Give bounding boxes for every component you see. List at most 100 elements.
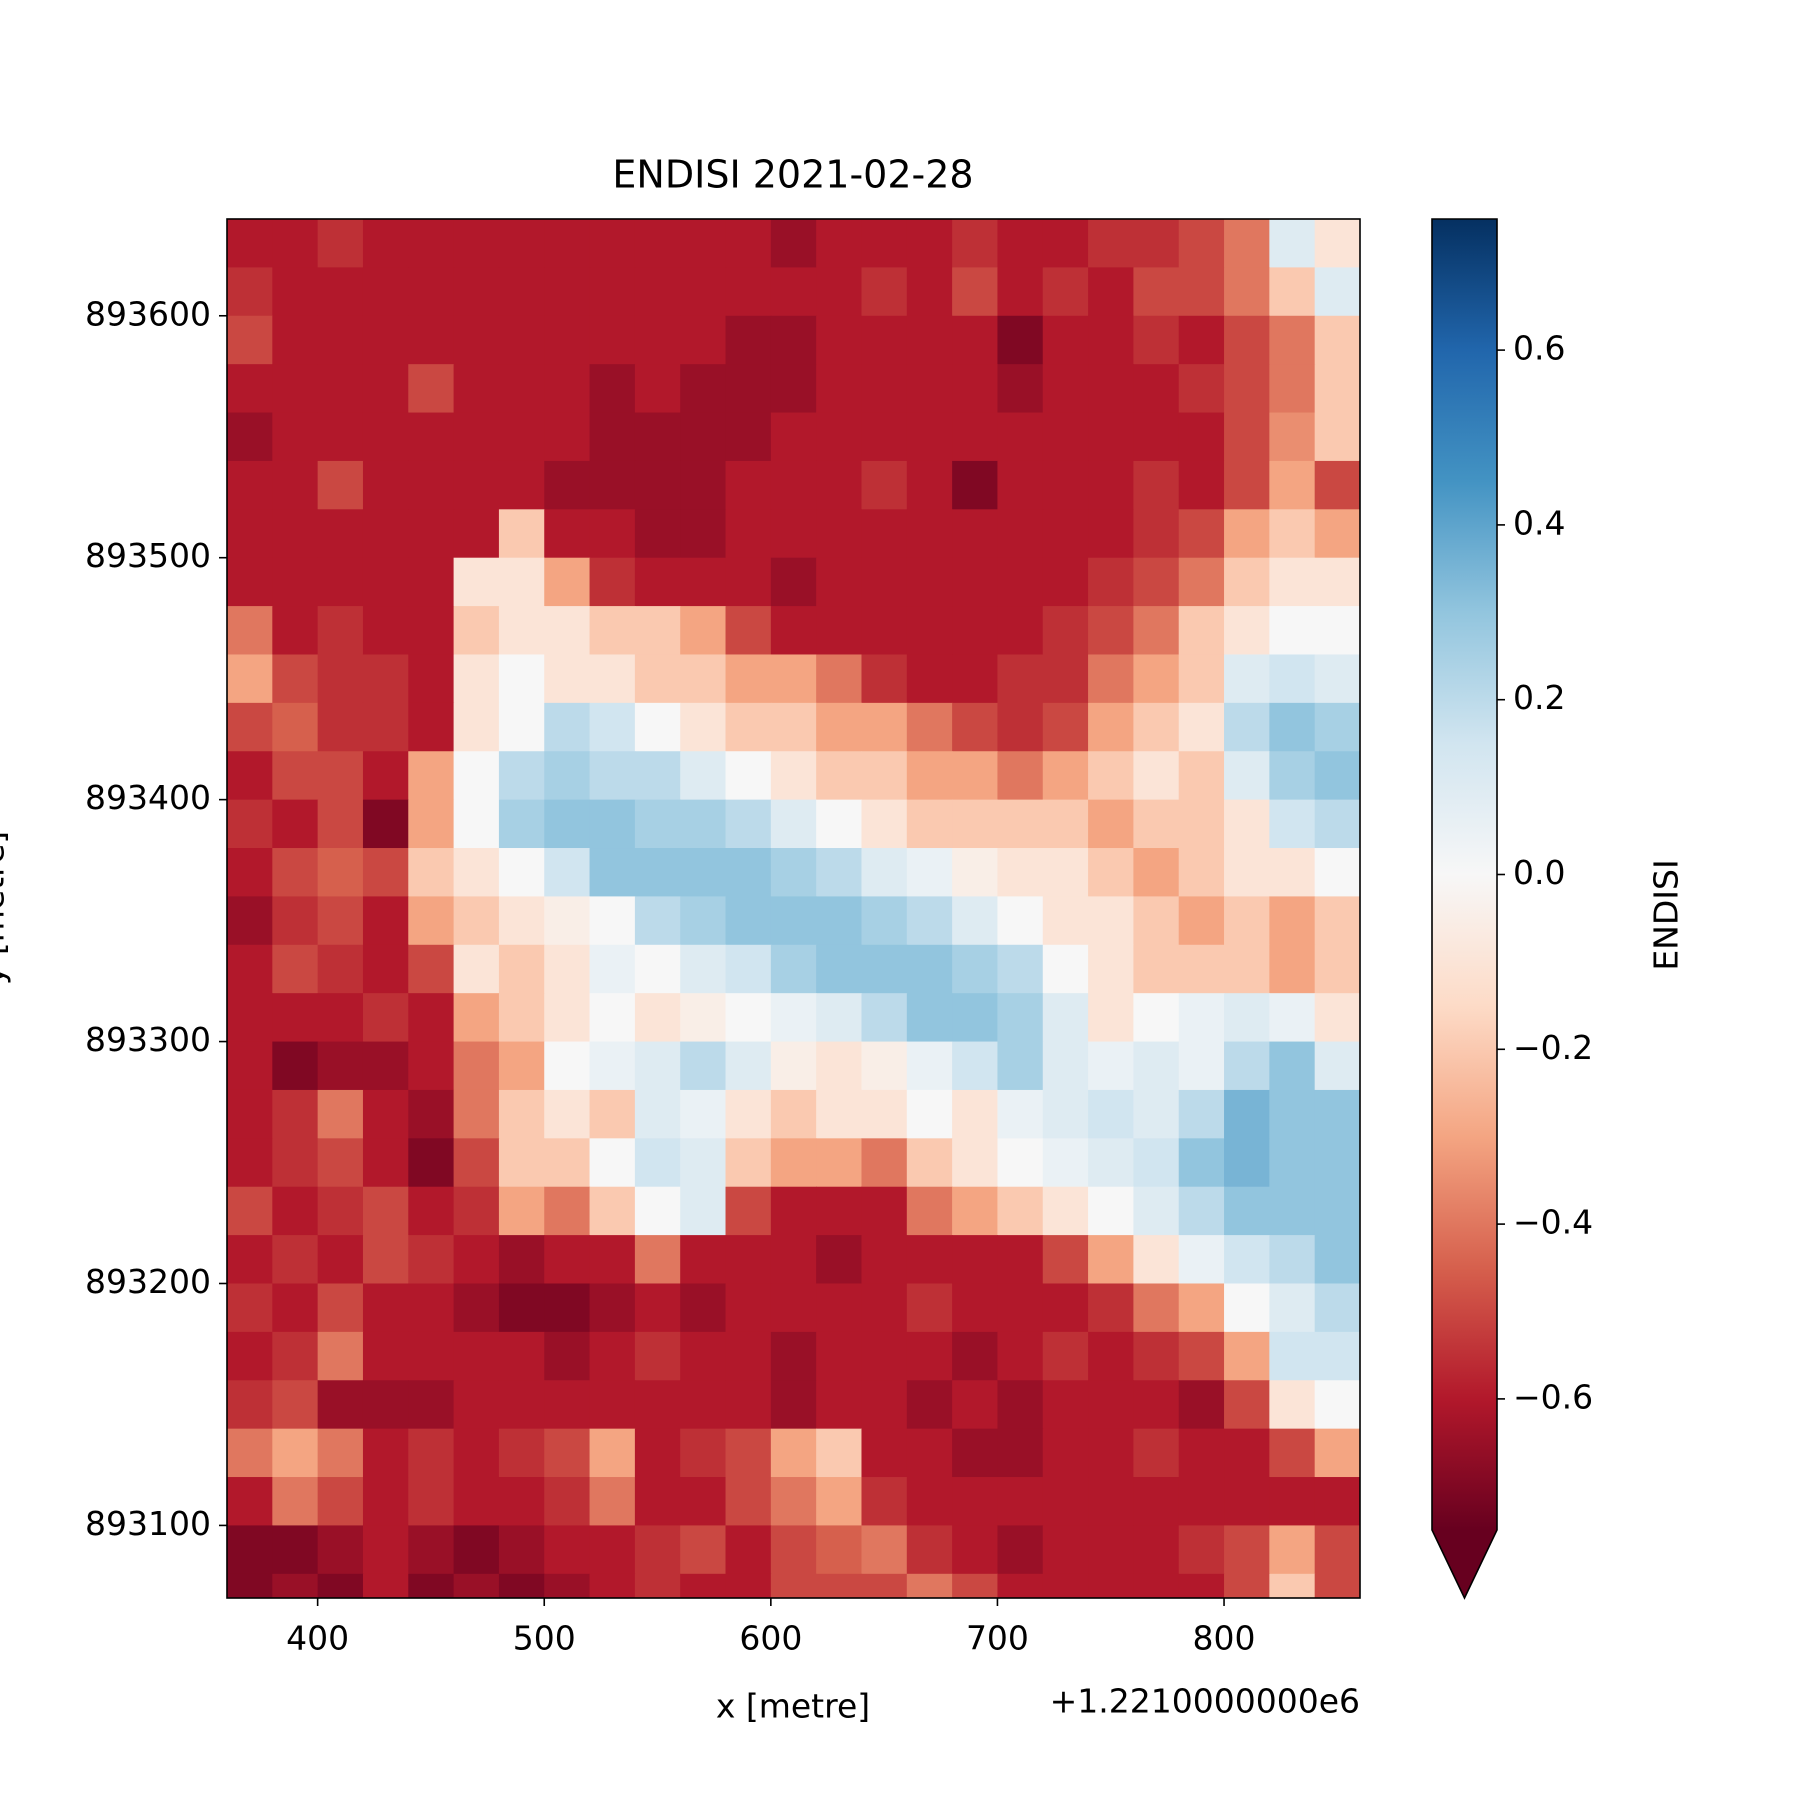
heatmap-cell <box>952 1525 999 1575</box>
heatmap-cell <box>498 1283 545 1333</box>
heatmap-cell <box>544 944 591 994</box>
heatmap-cell <box>634 219 681 268</box>
heatmap-cell <box>770 1573 817 1598</box>
heatmap-cell <box>498 1573 545 1598</box>
heatmap-cell <box>997 1186 1044 1236</box>
heatmap-cell <box>272 1428 319 1478</box>
heatmap-cell <box>498 1331 545 1381</box>
heatmap-cell <box>1088 751 1134 801</box>
heatmap-cell <box>227 1331 273 1381</box>
colorbar-tick-label: 0.6 <box>1513 329 1565 368</box>
heatmap-cell <box>634 896 681 946</box>
plot-frame <box>226 218 1361 1599</box>
heatmap-cell <box>1042 364 1089 414</box>
heatmap-cell <box>1088 1331 1134 1381</box>
heatmap-cell <box>634 557 681 607</box>
heatmap-cell <box>544 412 591 462</box>
heatmap-cell <box>1314 702 1360 752</box>
heatmap-cell <box>952 1428 999 1478</box>
heatmap-cell <box>816 1525 863 1575</box>
heatmap-cell <box>725 799 772 849</box>
heatmap-cell <box>680 1235 727 1285</box>
heatmap-cell <box>362 702 409 752</box>
heatmap-cell <box>1224 1235 1270 1285</box>
heatmap-cell <box>906 799 953 849</box>
heatmap-cell <box>997 1138 1044 1188</box>
heatmap-cell <box>1042 1477 1089 1527</box>
heatmap-cell <box>1314 654 1360 704</box>
heatmap-cell <box>634 848 681 898</box>
heatmap-cell <box>317 702 364 752</box>
heatmap-cell <box>544 267 591 317</box>
heatmap-cell <box>1178 702 1225 752</box>
heatmap-cell <box>1042 1089 1089 1139</box>
heatmap-cell <box>997 606 1044 656</box>
heatmap-cell <box>1269 1186 1316 1236</box>
heatmap-cell <box>1042 412 1089 462</box>
heatmap-cell <box>227 1138 273 1188</box>
heatmap-cell <box>770 799 817 849</box>
heatmap-cell <box>952 1089 999 1139</box>
heatmap-cell <box>770 1235 817 1285</box>
heatmap-cell <box>317 1089 364 1139</box>
heatmap-cell <box>1224 557 1270 607</box>
heatmap-cell <box>408 1477 455 1527</box>
y-tick-label: 893500 <box>85 536 211 575</box>
heatmap-cell <box>1042 219 1089 268</box>
heatmap-cell <box>317 993 364 1043</box>
heatmap-cell <box>498 1380 545 1430</box>
heatmap-cell <box>1224 799 1270 849</box>
heatmap-cell <box>725 1573 772 1598</box>
heatmap-cell <box>362 460 409 510</box>
heatmap-cell <box>408 751 455 801</box>
heatmap-cell <box>680 654 727 704</box>
heatmap-cell <box>317 896 364 946</box>
heatmap-cell <box>498 509 545 559</box>
heatmap-cell <box>816 412 863 462</box>
heatmap-cell <box>1269 219 1316 268</box>
heatmap-cell <box>906 1138 953 1188</box>
heatmap-cell <box>680 1331 727 1381</box>
heatmap-cell <box>680 751 727 801</box>
heatmap-cell <box>906 944 953 994</box>
heatmap-cell <box>498 1138 545 1188</box>
heatmap-cell <box>770 509 817 559</box>
heatmap-cell <box>1042 1331 1089 1381</box>
heatmap-cell <box>1042 606 1089 656</box>
heatmap-cell <box>816 848 863 898</box>
heatmap-cell <box>1178 1235 1225 1285</box>
heatmap-cell <box>1088 364 1134 414</box>
heatmap-cell <box>906 993 953 1043</box>
heatmap-cell <box>680 848 727 898</box>
heatmap-cell <box>906 1186 953 1236</box>
heatmap-cell <box>770 751 817 801</box>
heatmap-cell <box>408 993 455 1043</box>
heatmap-cell <box>1133 315 1180 365</box>
heatmap-cell <box>680 412 727 462</box>
heatmap-cell <box>634 412 681 462</box>
heatmap-cell <box>725 509 772 559</box>
heatmap-cell <box>770 654 817 704</box>
heatmap-cell <box>498 1525 545 1575</box>
heatmap-cell <box>1314 1477 1360 1527</box>
heatmap-cell <box>1133 1283 1180 1333</box>
heatmap-cell <box>453 606 500 656</box>
heatmap-cell <box>1314 896 1360 946</box>
heatmap-cell <box>589 799 636 849</box>
y-tick-label: 893100 <box>85 1504 211 1543</box>
heatmap-cell <box>952 1477 999 1527</box>
heatmap-cell <box>544 219 591 268</box>
heatmap-cell <box>272 509 319 559</box>
heatmap-cell <box>227 702 273 752</box>
heatmap-cell <box>1088 702 1134 752</box>
heatmap-cell <box>861 799 908 849</box>
heatmap-cell <box>317 1428 364 1478</box>
heatmap-cell <box>906 412 953 462</box>
heatmap-cell <box>1224 606 1270 656</box>
heatmap-cell <box>634 1331 681 1381</box>
heatmap-cell <box>997 412 1044 462</box>
heatmap-cell <box>1088 267 1134 317</box>
heatmap-cell <box>1269 944 1316 994</box>
heatmap-cell <box>1178 1138 1225 1188</box>
heatmap-cell <box>1042 315 1089 365</box>
